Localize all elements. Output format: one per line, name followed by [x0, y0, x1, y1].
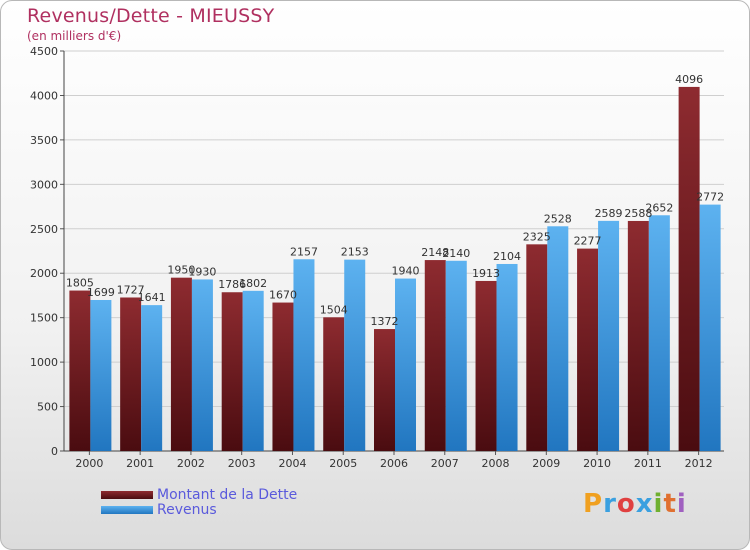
- y-tick-label: 500: [37, 401, 58, 414]
- data-label-revenue: 2652: [645, 201, 673, 214]
- bar-revenue: [598, 220, 620, 451]
- legend-label-debt: Montant de la Dette: [157, 486, 298, 503]
- y-tick-label: 0: [51, 445, 58, 458]
- x-tick-label: 2009: [532, 457, 560, 470]
- legend-item-debt: Montant de la Dette: [101, 486, 298, 503]
- legend-swatch-debt: [101, 490, 153, 499]
- bar-debt: [424, 260, 446, 451]
- y-tick-label: 2000: [30, 267, 58, 280]
- data-label-debt: 1727: [117, 283, 145, 296]
- bar-revenue: [648, 215, 670, 451]
- data-label-revenue: 2140: [442, 247, 470, 260]
- bar-revenue: [699, 204, 721, 451]
- data-label-debt: 1786: [218, 278, 246, 291]
- bar-revenue: [242, 290, 264, 451]
- x-tick-label: 2010: [583, 457, 611, 470]
- bar-debt: [221, 292, 243, 451]
- y-tick-label: 4000: [30, 89, 58, 102]
- bar-debt: [323, 317, 345, 451]
- bar-debt: [678, 86, 700, 452]
- chart-subtitle: (en milliers d'€): [27, 29, 122, 43]
- data-label-revenue: 1699: [87, 286, 115, 299]
- data-label-debt: 2325: [523, 230, 551, 243]
- x-tick-label: 2005: [329, 457, 357, 470]
- logo-letter: t: [663, 489, 677, 519]
- logo-letter: i: [676, 489, 687, 519]
- bar-revenue: [344, 259, 366, 451]
- data-label-revenue: 2589: [595, 207, 623, 220]
- data-label-revenue: 1641: [138, 291, 166, 304]
- y-tick-label: 1500: [30, 312, 58, 325]
- proxiti-logo: Proxiti: [583, 489, 687, 519]
- legend-swatch-revenue: [101, 505, 153, 514]
- bar-revenue: [90, 299, 112, 451]
- bar-revenue: [141, 305, 163, 451]
- x-tick-label: 2003: [228, 457, 256, 470]
- bar-revenue: [191, 279, 213, 451]
- data-label-revenue: 1802: [239, 277, 267, 290]
- logo-letter: i: [653, 489, 664, 519]
- bar-debt: [475, 280, 497, 451]
- chart-title: Revenus/Dette - MIEUSSY: [27, 5, 275, 27]
- x-tick-label: 2001: [126, 457, 154, 470]
- x-tick-label: 2011: [634, 457, 662, 470]
- bar-debt: [170, 277, 192, 451]
- bar-debt: [526, 244, 548, 451]
- bar-debt: [69, 290, 91, 451]
- x-tick-label: 2002: [177, 457, 205, 470]
- legend: Montant de la Dette Revenus: [101, 486, 298, 518]
- bar-revenue: [293, 259, 315, 451]
- y-tick-label: 3000: [30, 178, 58, 191]
- data-label-revenue: 1930: [188, 265, 216, 278]
- data-label-revenue: 2157: [290, 245, 318, 258]
- legend-item-revenue: Revenus: [101, 501, 297, 518]
- y-tick-label: 3500: [30, 134, 58, 147]
- bar-revenue: [496, 263, 518, 451]
- y-tick-label: 4500: [30, 45, 58, 58]
- bar-debt: [627, 220, 649, 451]
- legend-label-revenue: Revenus: [157, 501, 217, 518]
- data-label-revenue: 2153: [341, 246, 369, 259]
- logo-letter: P: [583, 489, 604, 519]
- bar-revenue: [547, 226, 569, 451]
- data-label-debt: 1913: [472, 267, 500, 280]
- data-label-revenue: 1940: [392, 265, 420, 278]
- data-label-debt: 4096: [675, 73, 703, 86]
- x-tick-label: 2000: [75, 457, 103, 470]
- y-tick-label: 1000: [30, 356, 58, 369]
- bar-debt: [120, 297, 142, 451]
- data-label-debt: 1670: [269, 289, 297, 302]
- bar-revenue: [445, 260, 467, 451]
- y-tick-label: 2500: [30, 223, 58, 236]
- logo-letter: r: [603, 489, 617, 519]
- bar-debt: [272, 302, 294, 451]
- data-label-debt: 2277: [574, 235, 602, 248]
- data-label-debt: 2148: [421, 246, 449, 259]
- x-tick-label: 2004: [278, 457, 306, 470]
- bar-debt: [374, 329, 395, 451]
- data-label-debt: 1805: [66, 277, 94, 290]
- bars: [69, 86, 721, 452]
- logo-letter: o: [616, 489, 636, 519]
- data-label-debt: 1372: [371, 315, 399, 328]
- data-label-revenue: 2772: [696, 191, 724, 204]
- x-tick-label: 2006: [380, 457, 408, 470]
- x-tick-label: 2008: [482, 457, 510, 470]
- data-label-debt: 1950: [167, 264, 195, 277]
- x-tick-label: 2012: [685, 457, 713, 470]
- data-label-revenue: 2104: [493, 250, 521, 263]
- bar-debt: [577, 248, 599, 451]
- data-label-debt: 1504: [320, 303, 348, 316]
- x-tick-label: 2007: [431, 457, 459, 470]
- data-label-debt: 2588: [624, 207, 652, 220]
- logo-letter: x: [635, 489, 654, 519]
- bar-revenue: [395, 278, 416, 451]
- data-label-revenue: 2528: [544, 212, 572, 225]
